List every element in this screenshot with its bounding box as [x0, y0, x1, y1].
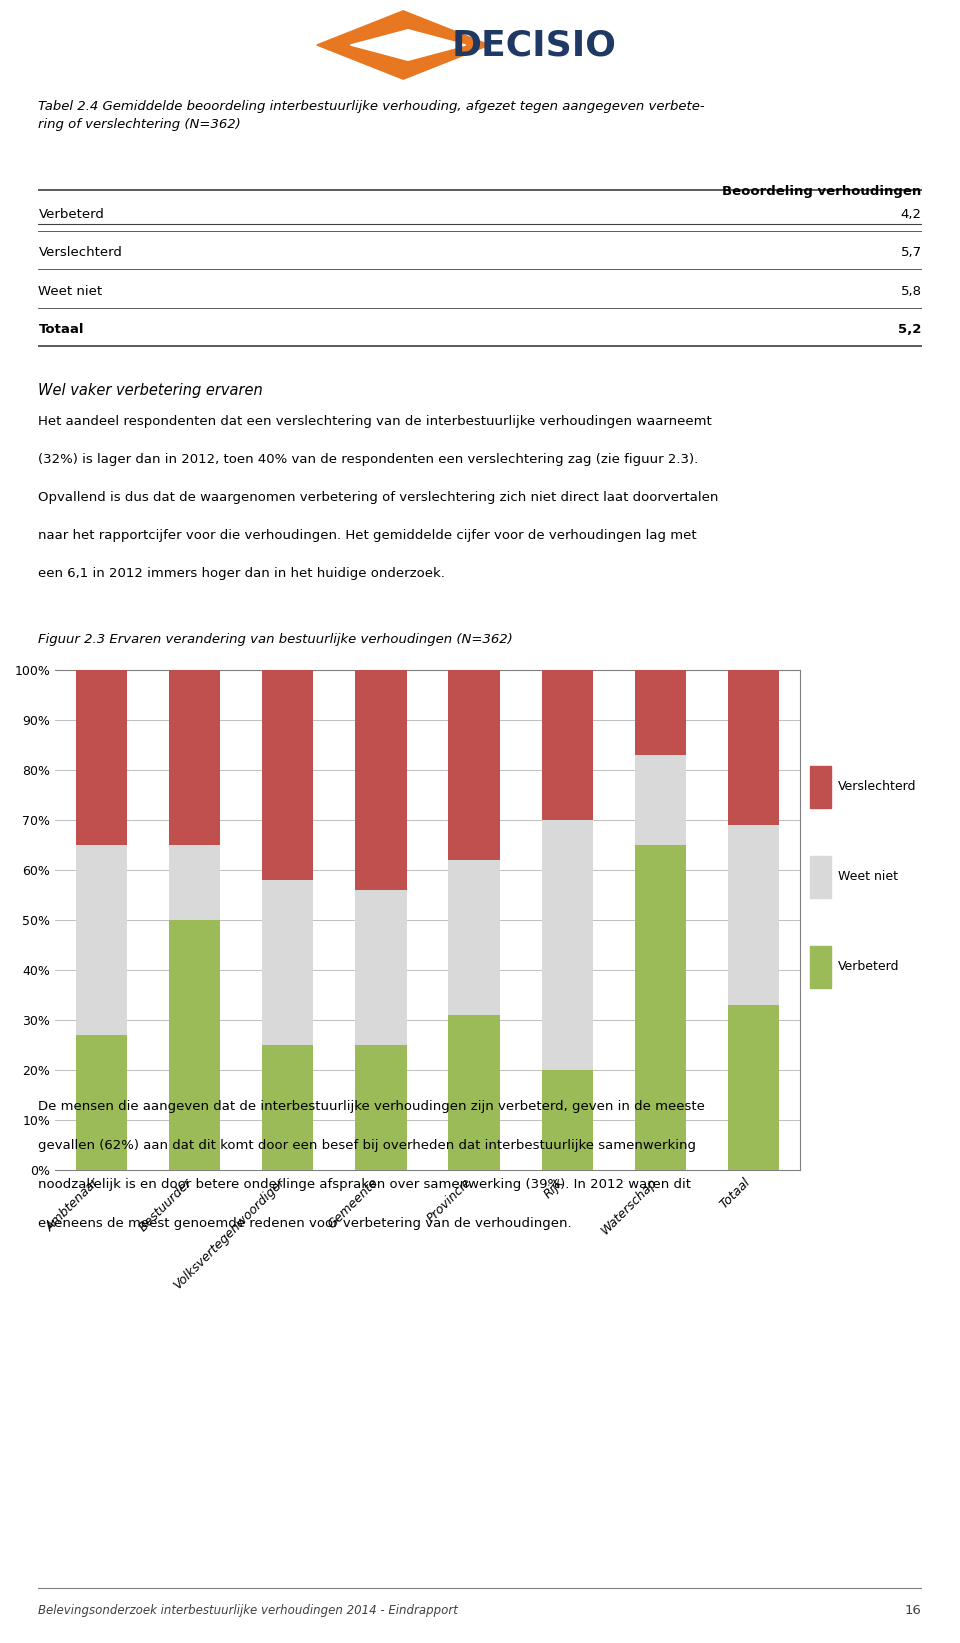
Text: 4,2: 4,2	[900, 207, 922, 220]
Text: noodzakelijk is en door betere onderlinge afspraken over samenwerking (39%). In : noodzakelijk is en door betere onderling…	[38, 1178, 691, 1191]
Text: Wel vaker verbetering ervaren: Wel vaker verbetering ervaren	[38, 383, 263, 398]
Bar	[76, 1035, 127, 1170]
Text: 5,7: 5,7	[900, 246, 922, 260]
Bar	[728, 825, 780, 1006]
Bar	[809, 856, 830, 899]
Bar	[635, 845, 686, 1170]
Text: Verslechterd: Verslechterd	[38, 246, 122, 260]
Bar	[169, 920, 220, 1170]
Bar	[635, 756, 686, 845]
Bar	[76, 845, 127, 1035]
Text: 5,8: 5,8	[900, 284, 922, 297]
Bar	[355, 670, 406, 891]
Text: DECISIO: DECISIO	[451, 28, 616, 62]
Bar	[728, 1006, 780, 1170]
Bar	[541, 670, 592, 820]
Text: 5,2: 5,2	[899, 324, 922, 337]
Polygon shape	[350, 30, 466, 61]
Text: (32%) is lager dan in 2012, toen 40% van de respondenten een verslechtering zag : (32%) is lager dan in 2012, toen 40% van…	[38, 453, 699, 467]
Bar	[448, 1015, 499, 1170]
Bar	[728, 670, 780, 825]
Bar	[448, 670, 499, 859]
Text: Tabel 2.4 Gemiddelde beoordeling interbestuurlijke verhouding, afgezet tegen aan: Tabel 2.4 Gemiddelde beoordeling interbe…	[38, 100, 705, 131]
Bar	[76, 670, 127, 845]
Text: Verslechterd: Verslechterd	[838, 780, 916, 794]
Bar	[169, 845, 220, 920]
Text: een 6,1 in 2012 immers hoger dan in het huidige onderzoek.: een 6,1 in 2012 immers hoger dan in het …	[38, 567, 445, 580]
Bar	[169, 670, 220, 845]
Text: Totaal: Totaal	[38, 324, 84, 337]
Bar	[541, 820, 592, 1070]
Text: De mensen die aangeven dat de interbestuurlijke verhoudingen zijn verbeterd, gev: De mensen die aangeven dat de interbestu…	[38, 1101, 706, 1112]
Bar	[262, 670, 313, 881]
Polygon shape	[317, 12, 490, 79]
Bar	[448, 859, 499, 1015]
Bar	[541, 1070, 592, 1170]
Bar	[355, 1045, 406, 1170]
Text: 16: 16	[904, 1604, 922, 1617]
Text: eveneens de meest genoemde redenen voor verbetering van de verhoudingen.: eveneens de meest genoemde redenen voor …	[38, 1217, 572, 1231]
Bar	[262, 881, 313, 1045]
Text: Belevingsonderzoek interbestuurlijke verhoudingen 2014 - Eindrapport: Belevingsonderzoek interbestuurlijke ver…	[38, 1604, 458, 1617]
Bar	[262, 1045, 313, 1170]
Bar	[809, 766, 830, 808]
Text: gevallen (62%) aan dat dit komt door een besef bij overheden dat interbestuurlij: gevallen (62%) aan dat dit komt door een…	[38, 1139, 696, 1152]
Text: Weet niet: Weet niet	[838, 871, 898, 884]
Bar	[355, 891, 406, 1045]
Text: naar het rapportcijfer voor die verhoudingen. Het gemiddelde cijfer voor de verh: naar het rapportcijfer voor die verhoudi…	[38, 529, 697, 542]
Text: Beoordeling verhoudingen: Beoordeling verhoudingen	[722, 186, 922, 199]
Text: Verbeterd: Verbeterd	[38, 207, 105, 220]
Text: Weet niet: Weet niet	[38, 284, 103, 297]
Text: Opvallend is dus dat de waargenomen verbetering of verslechtering zich niet dire: Opvallend is dus dat de waargenomen verb…	[38, 491, 719, 504]
Text: Het aandeel respondenten dat een verslechtering van de interbestuurlijke verhoud: Het aandeel respondenten dat een verslec…	[38, 416, 712, 427]
Bar	[635, 670, 686, 756]
Bar	[809, 946, 830, 987]
Text: Figuur 2.3 Ervaren verandering van bestuurlijke verhoudingen (N=362): Figuur 2.3 Ervaren verandering van bestu…	[38, 634, 514, 646]
Text: Verbeterd: Verbeterd	[838, 961, 900, 974]
